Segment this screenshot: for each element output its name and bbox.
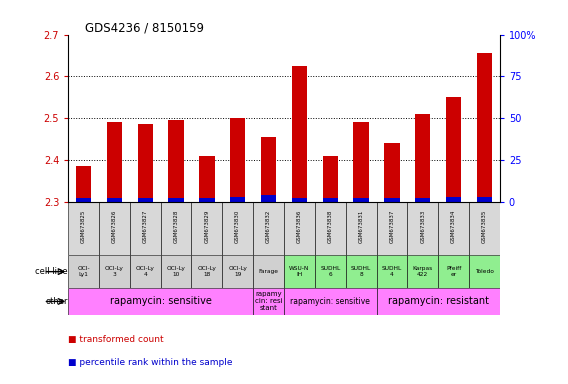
Bar bbox=[346, 255, 377, 288]
Bar bbox=[199, 198, 215, 202]
Bar bbox=[323, 156, 338, 202]
Bar bbox=[76, 198, 91, 202]
Text: GSM673828: GSM673828 bbox=[174, 210, 178, 243]
Bar bbox=[284, 202, 315, 255]
Bar bbox=[76, 166, 91, 202]
Bar bbox=[384, 143, 400, 202]
Text: SUDHL
4: SUDHL 4 bbox=[382, 266, 402, 277]
Text: OCI-
Ly1: OCI- Ly1 bbox=[77, 266, 90, 277]
Text: SUDHL
8: SUDHL 8 bbox=[351, 266, 371, 277]
Text: rapamycin: sensitive: rapamycin: sensitive bbox=[110, 296, 212, 306]
Text: GSM673826: GSM673826 bbox=[112, 210, 117, 243]
Text: GSM673829: GSM673829 bbox=[204, 210, 210, 243]
Bar bbox=[137, 124, 153, 202]
Bar bbox=[353, 198, 369, 202]
Bar bbox=[292, 66, 307, 202]
Bar bbox=[315, 255, 346, 288]
Text: Farage: Farage bbox=[258, 269, 278, 274]
Bar bbox=[415, 198, 431, 202]
Bar bbox=[384, 198, 400, 202]
Bar bbox=[68, 255, 99, 288]
Bar bbox=[438, 202, 469, 255]
Bar bbox=[415, 114, 431, 202]
Bar bbox=[323, 198, 338, 202]
Text: rapamycin: resistant: rapamycin: resistant bbox=[388, 296, 488, 306]
Bar bbox=[469, 255, 500, 288]
Bar bbox=[253, 202, 284, 255]
Text: OCI-Ly
18: OCI-Ly 18 bbox=[198, 266, 216, 277]
Bar bbox=[130, 202, 161, 255]
Bar bbox=[168, 120, 184, 202]
Bar bbox=[377, 202, 407, 255]
Text: GSM673838: GSM673838 bbox=[328, 210, 333, 243]
Text: Toledo: Toledo bbox=[475, 269, 494, 274]
Bar bbox=[346, 202, 377, 255]
Bar bbox=[191, 255, 222, 288]
Bar bbox=[477, 53, 492, 202]
Text: ■ percentile rank within the sample: ■ percentile rank within the sample bbox=[68, 358, 233, 367]
Bar bbox=[230, 118, 245, 202]
Text: GSM673836: GSM673836 bbox=[297, 210, 302, 243]
Text: GSM673831: GSM673831 bbox=[358, 210, 364, 243]
Text: WSU-N
IH: WSU-N IH bbox=[289, 266, 310, 277]
Text: GSM673827: GSM673827 bbox=[143, 210, 148, 243]
Bar bbox=[191, 202, 222, 255]
Text: other: other bbox=[45, 297, 68, 306]
Text: GSM673832: GSM673832 bbox=[266, 210, 271, 243]
Bar bbox=[377, 288, 500, 315]
Bar bbox=[222, 255, 253, 288]
Bar bbox=[253, 255, 284, 288]
Text: cell line: cell line bbox=[35, 267, 68, 276]
Bar bbox=[107, 122, 122, 202]
Bar bbox=[284, 288, 377, 315]
Text: GSM673830: GSM673830 bbox=[235, 210, 240, 243]
Bar bbox=[137, 198, 153, 202]
Bar bbox=[446, 97, 461, 202]
Text: GSM673825: GSM673825 bbox=[81, 210, 86, 243]
Bar bbox=[161, 255, 191, 288]
Bar bbox=[292, 198, 307, 202]
Bar bbox=[261, 195, 276, 202]
Bar bbox=[168, 198, 184, 202]
Bar bbox=[68, 288, 253, 315]
Text: GDS4236 / 8150159: GDS4236 / 8150159 bbox=[85, 22, 204, 35]
Text: Karpas
422: Karpas 422 bbox=[412, 266, 433, 277]
Text: Pfeiff
er: Pfeiff er bbox=[446, 266, 461, 277]
Text: SUDHL
6: SUDHL 6 bbox=[320, 266, 340, 277]
Text: rapamycin: sensitive: rapamycin: sensitive bbox=[290, 297, 370, 306]
Bar bbox=[438, 255, 469, 288]
Bar bbox=[130, 255, 161, 288]
Text: OCI-Ly
3: OCI-Ly 3 bbox=[105, 266, 124, 277]
Bar bbox=[261, 137, 276, 202]
Text: OCI-Ly
10: OCI-Ly 10 bbox=[166, 266, 186, 277]
Bar bbox=[161, 202, 191, 255]
Bar bbox=[407, 255, 438, 288]
Bar bbox=[377, 255, 407, 288]
Bar bbox=[222, 202, 253, 255]
Bar bbox=[477, 197, 492, 202]
Bar bbox=[407, 202, 438, 255]
Text: GSM673837: GSM673837 bbox=[390, 210, 394, 243]
Text: rapamy
cin: resi
stant: rapamy cin: resi stant bbox=[255, 291, 282, 311]
Bar bbox=[99, 255, 130, 288]
Bar bbox=[446, 197, 461, 202]
Bar bbox=[99, 202, 130, 255]
Bar bbox=[230, 197, 245, 202]
Bar bbox=[107, 198, 122, 202]
Bar bbox=[199, 156, 215, 202]
Text: ■ transformed count: ■ transformed count bbox=[68, 335, 164, 344]
Text: GSM673833: GSM673833 bbox=[420, 210, 425, 243]
Bar bbox=[353, 122, 369, 202]
Bar bbox=[469, 202, 500, 255]
Bar bbox=[315, 202, 346, 255]
Text: GSM673834: GSM673834 bbox=[451, 210, 456, 243]
Bar bbox=[253, 288, 284, 315]
Text: OCI-Ly
4: OCI-Ly 4 bbox=[136, 266, 154, 277]
Text: OCI-Ly
19: OCI-Ly 19 bbox=[228, 266, 247, 277]
Text: GSM673835: GSM673835 bbox=[482, 210, 487, 243]
Bar bbox=[284, 255, 315, 288]
Bar bbox=[68, 202, 99, 255]
